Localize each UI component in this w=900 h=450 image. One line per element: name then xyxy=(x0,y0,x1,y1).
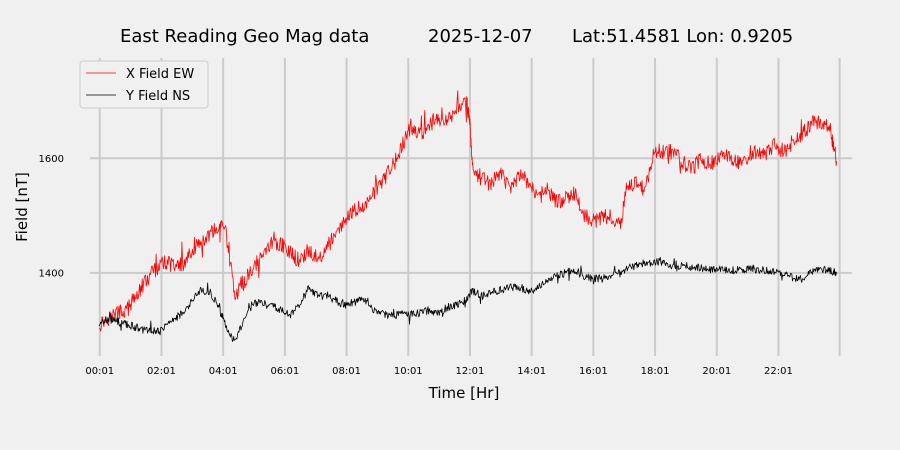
series-line-y-field xyxy=(98,256,837,342)
x-tick-label: 00:01 xyxy=(85,366,114,377)
x-tick-label: 06:01 xyxy=(270,366,299,377)
chart-title-date: 2025-12-07 xyxy=(428,26,533,47)
y-tick-label: 1600 xyxy=(39,154,64,165)
chart-title-location: Lat:51.4581 Lon: 0.9205 xyxy=(572,26,793,47)
series-lines xyxy=(98,90,837,342)
y-tick-label: 1400 xyxy=(39,268,64,279)
x-tick-label: 14:01 xyxy=(517,366,546,377)
x-tick-label: 10:01 xyxy=(394,366,423,377)
legend-label-y-field: Y Field NS xyxy=(125,89,190,104)
x-tick-label: 12:01 xyxy=(456,366,485,377)
x-tick-label: 20:01 xyxy=(702,366,731,377)
chart-title-station: East Reading Geo Mag data xyxy=(120,26,369,47)
y-axis-label: Field [nT] xyxy=(13,172,31,242)
tick-labels: 00:01 02:01 04:01 06:01 08:01 10:01 12:01 14:01… xyxy=(39,154,793,377)
legend: X Field EW Y Field NS xyxy=(79,60,209,109)
x-axis-label: Time [Hr] xyxy=(428,384,500,402)
x-tick-label: 02:01 xyxy=(147,366,176,377)
x-tick-label: 04:01 xyxy=(209,366,238,377)
x-tick-label: 16:01 xyxy=(579,366,608,377)
series-line-x-field xyxy=(99,90,837,332)
x-tick-label: 18:01 xyxy=(641,366,670,377)
x-tick-label: 22:01 xyxy=(764,366,793,377)
x-tick-label: 08:01 xyxy=(332,366,361,377)
legend-label-x-field: X Field EW xyxy=(126,67,194,82)
